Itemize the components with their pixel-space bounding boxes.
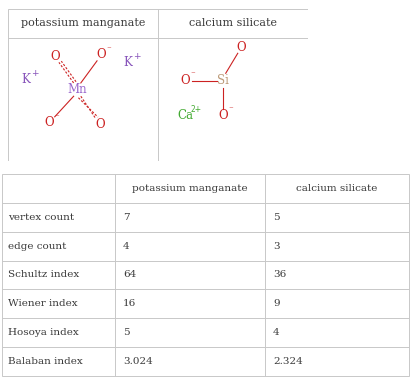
Text: 16: 16 <box>123 299 136 308</box>
Text: vertex count: vertex count <box>8 213 74 222</box>
Text: ⁻: ⁻ <box>228 105 233 115</box>
Text: 7: 7 <box>123 213 129 222</box>
Text: ⁻: ⁻ <box>107 45 111 54</box>
Text: calcium silicate: calcium silicate <box>189 18 277 28</box>
Text: 4: 4 <box>273 328 279 337</box>
Text: O: O <box>236 41 245 54</box>
Text: +: + <box>133 53 141 62</box>
Text: Mn: Mn <box>67 83 87 96</box>
Text: 36: 36 <box>273 271 286 279</box>
Text: 2+: 2+ <box>191 105 202 115</box>
Text: Si: Si <box>217 74 229 87</box>
Text: O: O <box>44 116 53 129</box>
Text: ⁻: ⁻ <box>191 71 195 80</box>
Text: edge count: edge count <box>8 242 66 251</box>
Text: 5: 5 <box>273 213 279 222</box>
Text: Hosoya index: Hosoya index <box>8 328 79 337</box>
Text: 5: 5 <box>123 328 129 337</box>
Text: 9: 9 <box>273 299 279 308</box>
Text: 4: 4 <box>123 242 129 251</box>
Text: +: + <box>31 69 38 78</box>
Text: potassium manganate: potassium manganate <box>132 184 248 193</box>
Text: Balaban index: Balaban index <box>8 357 83 366</box>
Text: 64: 64 <box>123 271 136 279</box>
Text: O: O <box>218 109 228 122</box>
Text: Wiener index: Wiener index <box>8 299 78 308</box>
Text: calcium silicate: calcium silicate <box>296 184 378 193</box>
Text: O: O <box>95 118 104 131</box>
Text: ⁻: ⁻ <box>54 113 59 122</box>
Text: Ca: Ca <box>177 109 193 122</box>
Text: Schultz index: Schultz index <box>8 271 79 279</box>
Text: O: O <box>97 48 106 61</box>
Text: K: K <box>22 73 31 85</box>
Text: 3.024: 3.024 <box>123 357 153 366</box>
Text: O: O <box>180 74 190 87</box>
Text: 3: 3 <box>273 242 279 251</box>
Text: O: O <box>50 50 60 63</box>
Text: K: K <box>124 56 133 69</box>
Text: potassium manganate: potassium manganate <box>21 18 145 28</box>
Text: 2.324: 2.324 <box>273 357 303 366</box>
